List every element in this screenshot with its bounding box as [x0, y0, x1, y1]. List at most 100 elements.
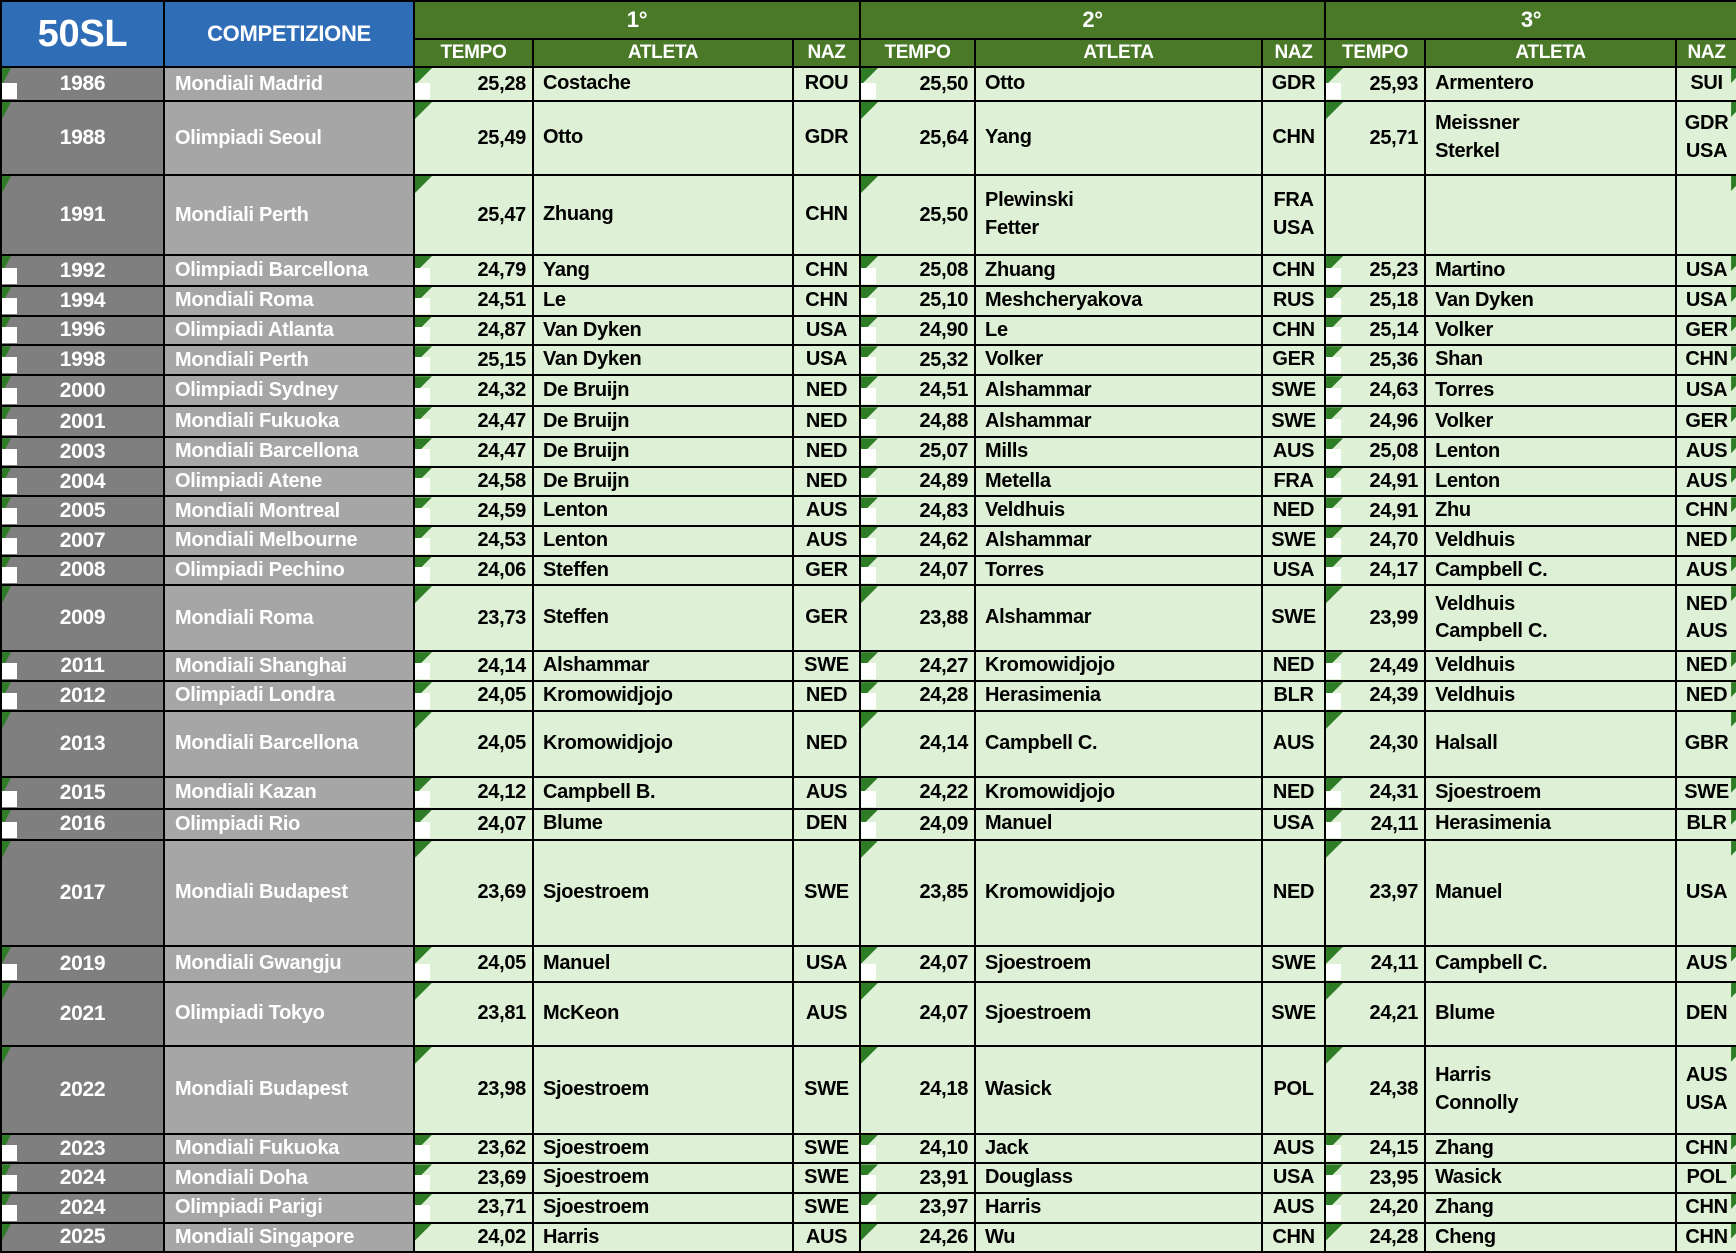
place3-nation-cell[interactable]: AUS [1675, 436, 1736, 468]
place1-athlete-cell[interactable]: Sjoestroem [532, 1132, 794, 1165]
place1-tempo-cell[interactable]: 24,14 [413, 650, 534, 683]
place2-tempo-cell[interactable]: 25,32 [859, 344, 977, 377]
place3-nation-cell[interactable]: USA [1675, 285, 1736, 317]
place2-athlete-cell[interactable]: Mills [974, 436, 1264, 468]
place2-tempo-cell[interactable]: 24,18 [859, 1044, 977, 1135]
place2-tempo-cell[interactable]: 24,07 [859, 944, 977, 983]
year-cell[interactable]: 1992 [0, 254, 165, 287]
place1-athlete-cell[interactable]: Yang [532, 254, 794, 287]
place2-athlete-cell[interactable]: Kromowidjojo [974, 650, 1264, 683]
place2-athlete-cell[interactable]: Plewinski Fetter [974, 174, 1264, 256]
competition-cell[interactable]: Mondiali Singapore [163, 1221, 415, 1253]
place3-nation-cell[interactable]: SUI [1675, 66, 1736, 102]
place2-athlete-cell[interactable]: Sjoestroem [974, 944, 1264, 983]
place3-athlete-cell[interactable]: Campbell C. [1424, 944, 1678, 983]
place3-tempo-cell[interactable]: 24,30 [1324, 709, 1427, 778]
year-cell[interactable]: 2025 [0, 1221, 165, 1253]
place2-tempo-cell[interactable]: 24,89 [859, 465, 977, 498]
place1-tempo-cell[interactable]: 23,98 [413, 1044, 534, 1135]
competition-cell[interactable]: Olimpiadi Pechino [163, 554, 415, 587]
place3-nation-cell[interactable]: GER [1675, 314, 1736, 347]
year-cell[interactable]: 1996 [0, 314, 165, 347]
place3-nation-cell[interactable]: GDR USA [1675, 100, 1736, 176]
place2-nation-cell[interactable]: USA [1261, 554, 1327, 587]
place2-tempo-header[interactable]: TEMPO [859, 38, 977, 68]
year-cell[interactable]: 2004 [0, 465, 165, 498]
place3-tempo-cell[interactable]: 24,38 [1324, 1044, 1427, 1135]
place2-athlete-cell[interactable]: Manuel [974, 807, 1264, 841]
place2-tempo-cell[interactable]: 23,88 [859, 584, 977, 653]
year-cell[interactable]: 2023 [0, 1132, 165, 1165]
place1-nation-cell[interactable]: DEN [791, 807, 862, 841]
place3-atleta-header[interactable]: ATLETA [1424, 38, 1678, 68]
place1-tempo-cell[interactable]: 23,71 [413, 1191, 534, 1224]
place1-tempo-cell[interactable]: 23,69 [413, 838, 534, 947]
place2-nation-cell[interactable]: GER [1261, 344, 1327, 377]
place3-athlete-cell[interactable]: Volker [1424, 314, 1678, 347]
place2-nation-cell[interactable]: SWE [1261, 944, 1327, 983]
competition-cell[interactable]: Mondiali Budapest [163, 1044, 415, 1135]
place3-nation-cell[interactable]: AUS [1675, 465, 1736, 498]
place1-athlete-cell[interactable]: De Bruijn [532, 465, 794, 498]
place2-athlete-cell[interactable]: Douglass [974, 1162, 1264, 1194]
place3-nation-cell[interactable]: NED [1675, 680, 1736, 712]
place3-tempo-cell[interactable]: 23,95 [1324, 1162, 1427, 1194]
place3-athlete-cell[interactable]: Herasimenia [1424, 807, 1678, 841]
competition-cell[interactable]: Olimpiadi Parigi [163, 1191, 415, 1224]
place3-athlete-cell[interactable]: Armentero [1424, 66, 1678, 102]
place2-nation-cell[interactable]: NED [1261, 650, 1327, 683]
year-cell[interactable]: 2015 [0, 775, 165, 810]
place1-nation-cell[interactable]: CHN [791, 254, 862, 287]
competition-cell[interactable]: Olimpiadi Atene [163, 465, 415, 498]
place2-tempo-cell[interactable]: 24,90 [859, 314, 977, 347]
place3-tempo-cell[interactable]: 24,70 [1324, 524, 1427, 557]
place3-tempo-cell[interactable]: 23,99 [1324, 584, 1427, 653]
competition-column-header[interactable]: COMPETIZIONE [163, 0, 415, 68]
place-1-header[interactable]: 1° [412, 0, 862, 40]
place3-nation-cell[interactable]: CHN [1675, 1132, 1736, 1165]
place1-tempo-cell[interactable]: 24,58 [413, 465, 534, 498]
place3-athlete-cell[interactable]: Manuel [1424, 838, 1678, 947]
place3-tempo-cell[interactable]: 24,91 [1324, 495, 1427, 527]
place3-athlete-cell[interactable]: Veldhuis [1424, 650, 1678, 683]
competition-cell[interactable]: Mondiali Budapest [163, 838, 415, 947]
place2-athlete-cell[interactable]: Kromowidjojo [974, 838, 1264, 947]
place2-athlete-cell[interactable]: Le [974, 314, 1264, 347]
year-cell[interactable]: 1988 [0, 100, 165, 176]
place3-tempo-cell[interactable]: 24,20 [1324, 1191, 1427, 1224]
year-cell[interactable]: 1991 [0, 174, 165, 256]
place2-athlete-cell[interactable]: Campbell C. [974, 709, 1264, 778]
competition-cell[interactable]: Mondiali Montreal [163, 495, 415, 527]
place3-nation-cell[interactable]: CHN [1675, 495, 1736, 527]
competition-cell[interactable]: Mondiali Shanghai [163, 650, 415, 683]
place2-tempo-cell[interactable]: 24,27 [859, 650, 977, 683]
place3-naz-header[interactable]: NAZ [1675, 38, 1736, 68]
place3-tempo-cell[interactable]: 25,36 [1324, 344, 1427, 377]
place2-athlete-cell[interactable]: Jack [974, 1132, 1264, 1165]
place3-athlete-cell[interactable]: Cheng [1424, 1221, 1678, 1253]
competition-cell[interactable]: Mondiali Barcellona [163, 436, 415, 468]
place1-nation-cell[interactable]: USA [791, 314, 862, 347]
place2-athlete-cell[interactable]: Alshammar [974, 524, 1264, 557]
place2-tempo-cell[interactable]: 24,10 [859, 1132, 977, 1165]
competition-cell[interactable]: Mondiali Fukuoka [163, 405, 415, 439]
place1-tempo-cell[interactable]: 24,32 [413, 374, 534, 408]
place1-tempo-cell[interactable]: 24,05 [413, 709, 534, 778]
place3-nation-cell[interactable]: BLR [1675, 807, 1736, 841]
place2-nation-cell[interactable]: NED [1261, 775, 1327, 810]
place2-tempo-cell[interactable]: 25,10 [859, 285, 977, 317]
place1-athlete-cell[interactable]: De Bruijn [532, 405, 794, 439]
place1-tempo-cell[interactable]: 23,81 [413, 980, 534, 1047]
place2-nation-cell[interactable]: FRA [1261, 465, 1327, 498]
year-cell[interactable]: 2007 [0, 524, 165, 557]
year-cell[interactable]: 2021 [0, 980, 165, 1047]
competition-cell[interactable]: Mondiali Doha [163, 1162, 415, 1194]
place1-athlete-cell[interactable]: Alshammar [532, 650, 794, 683]
place1-nation-cell[interactable]: SWE [791, 838, 862, 947]
place1-tempo-cell[interactable]: 24,12 [413, 775, 534, 810]
place2-nation-cell[interactable]: CHN [1261, 254, 1327, 287]
competition-cell[interactable]: Mondiali Roma [163, 584, 415, 653]
competition-cell[interactable]: Mondiali Perth [163, 344, 415, 377]
place3-nation-cell[interactable]: NED AUS [1675, 584, 1736, 653]
place3-nation-cell[interactable]: USA [1675, 254, 1736, 287]
